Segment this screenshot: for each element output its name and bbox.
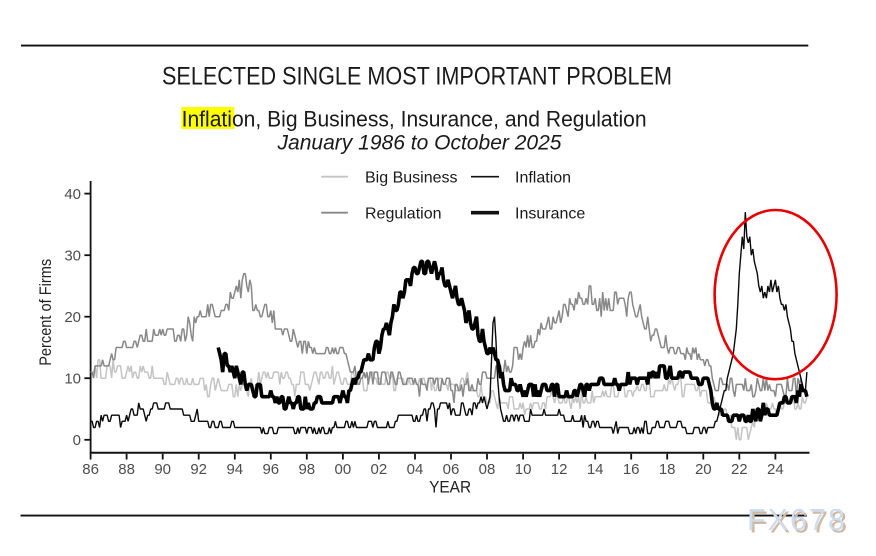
- svg-text:12: 12: [551, 461, 568, 478]
- svg-text:18: 18: [659, 461, 676, 478]
- svg-text:40: 40: [64, 186, 81, 203]
- svg-text:Regulation: Regulation: [365, 205, 442, 222]
- svg-text:Inflation, Big Business, Insur: Inflation, Big Business, Insurance, and …: [182, 107, 647, 132]
- svg-text:Big Business: Big Business: [365, 169, 458, 186]
- svg-text:94: 94: [226, 461, 243, 478]
- svg-text:04: 04: [407, 461, 424, 478]
- svg-text:02: 02: [371, 461, 388, 478]
- svg-text:January 1986 to October 2025: January 1986 to October 2025: [276, 132, 561, 155]
- svg-text:24: 24: [767, 461, 784, 478]
- svg-text:06: 06: [443, 461, 460, 478]
- svg-text:10: 10: [64, 371, 81, 388]
- svg-text:92: 92: [190, 461, 207, 478]
- svg-text:14: 14: [587, 461, 604, 478]
- svg-text:08: 08: [479, 461, 496, 478]
- svg-text:30: 30: [64, 247, 81, 264]
- svg-text:20: 20: [695, 461, 712, 478]
- svg-text:FX678: FX678: [747, 503, 847, 537]
- svg-text:FX678: FX678: [749, 506, 849, 540]
- svg-text:Insurance: Insurance: [515, 205, 585, 222]
- svg-text:0: 0: [73, 432, 81, 449]
- svg-text:00: 00: [335, 461, 352, 478]
- svg-text:90: 90: [154, 461, 171, 478]
- svg-text:YEAR: YEAR: [429, 478, 471, 496]
- svg-text:20: 20: [64, 309, 81, 326]
- svg-text:96: 96: [262, 461, 279, 478]
- svg-text:86: 86: [82, 461, 99, 478]
- svg-text:88: 88: [118, 461, 135, 478]
- svg-text:SELECTED SINGLE MOST IMPORTANT: SELECTED SINGLE MOST IMPORTANT PROBLEM: [162, 63, 672, 91]
- svg-text:98: 98: [298, 461, 315, 478]
- svg-text:10: 10: [515, 461, 532, 478]
- svg-text:22: 22: [731, 461, 748, 478]
- svg-text:16: 16: [623, 461, 640, 478]
- svg-text:Inflation: Inflation: [515, 169, 571, 186]
- svg-text:Percent of Firms: Percent of Firms: [37, 259, 55, 366]
